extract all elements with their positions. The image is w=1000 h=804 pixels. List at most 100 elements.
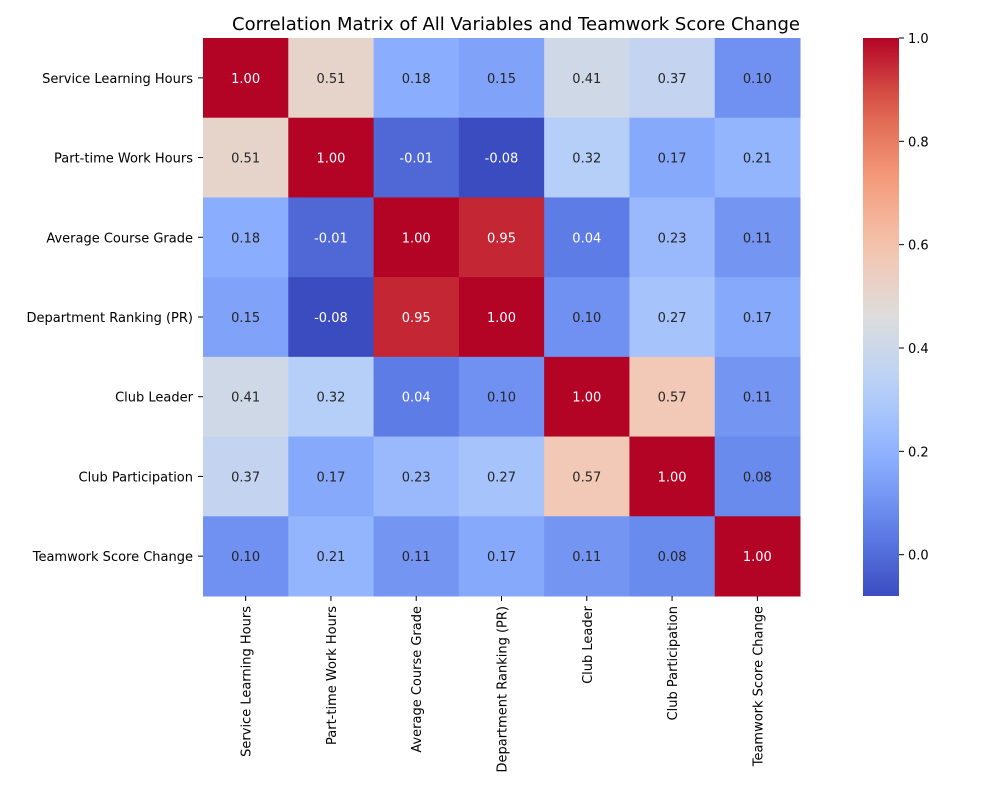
- column-label: Club Leader: [581, 605, 596, 684]
- cell-value-label: 0.10: [231, 550, 260, 565]
- heatmap-cell: [544, 38, 630, 119]
- cell-value-label: 0.21: [743, 152, 772, 167]
- heatmap-cell: [458, 197, 545, 278]
- heatmap-cell: [629, 117, 716, 198]
- cell-value-label: 0.57: [658, 391, 687, 406]
- heatmap-cell: [373, 117, 460, 198]
- heatmap-cell: [629, 197, 716, 278]
- chart-title: Correlation Matrix of All Variables and …: [232, 14, 800, 35]
- cell-value-label: 0.18: [402, 72, 431, 87]
- cell-value-label: 0.17: [316, 470, 345, 485]
- heatmap-cell: [288, 356, 375, 438]
- cell-value-label: 0.15: [231, 311, 260, 326]
- cell-value-label: -0.08: [314, 311, 348, 326]
- cell-value-label: 1.00: [572, 391, 601, 406]
- cell-value-label: 1.00: [231, 72, 260, 87]
- heatmap-cell: [203, 197, 289, 278]
- heatmap-cell: [288, 38, 375, 119]
- cell-value-label: 0.95: [402, 311, 431, 326]
- heatmap-cell: [714, 516, 801, 597]
- cell-value-label: 1.00: [743, 550, 772, 565]
- row-label: Club Participation: [79, 470, 193, 485]
- colorbar-tick-label: 0.6: [908, 239, 929, 254]
- cell-value-label: -0.08: [485, 152, 519, 167]
- colorbar-tick-label: 1.0: [908, 32, 929, 47]
- row-label: Department Ranking (PR): [26, 311, 193, 326]
- cell-value-label: 0.51: [316, 72, 345, 87]
- row-labels: Service Learning Hours Part-time Work Hou…: [26, 72, 203, 565]
- heatmap-cell: [714, 38, 801, 119]
- heatmap-cell: [373, 356, 460, 438]
- heatmap-cell: [203, 356, 289, 438]
- cell-value-label: 0.32: [316, 391, 345, 406]
- cell-value-label: 0.17: [743, 311, 772, 326]
- heatmap-cell: [629, 516, 716, 597]
- heatmap-cell: [714, 277, 801, 358]
- heatmap-cell: [714, 356, 801, 438]
- heatmap-cell: [288, 516, 375, 597]
- row-label: Part-time Work Hours: [54, 152, 193, 167]
- heatmap-cell: [544, 277, 630, 358]
- cell-value-label: 0.10: [572, 311, 601, 326]
- cell-value-label: 0.51: [231, 152, 260, 167]
- row-label: Club Leader: [115, 391, 194, 406]
- column-label: Club Participation: [666, 606, 681, 720]
- cell-value-label: 0.41: [231, 391, 260, 406]
- heatmap-cell: [629, 436, 716, 517]
- colorbar-tick-label: 0.2: [908, 445, 929, 460]
- cell-value-label: 0.57: [572, 470, 601, 485]
- row-label: Service Learning Hours: [42, 72, 193, 87]
- heatmap-cell: [714, 197, 801, 278]
- cell-value-label: 1.00: [316, 152, 345, 167]
- cell-value-label: 0.04: [402, 391, 431, 406]
- cell-value-label: 0.11: [743, 231, 772, 246]
- cell-value-label: 0.23: [658, 231, 687, 246]
- cell-value-label: 0.11: [743, 391, 772, 406]
- column-labels: Service Learning Hours Part-time Work Hou…: [240, 596, 766, 773]
- cell-value-label: 0.23: [402, 470, 431, 485]
- heatmap-cell: [203, 516, 289, 597]
- heatmap-cell: [629, 277, 716, 358]
- cell-value-label: 0.11: [402, 550, 431, 565]
- cell-value-label: -0.01: [314, 231, 348, 246]
- column-label: Part-time Work Hours: [325, 606, 340, 745]
- cell-value-label: 0.41: [572, 72, 601, 87]
- heatmap-cell: [458, 117, 545, 198]
- heatmap-cell: [203, 277, 289, 358]
- cell-value-label: 0.27: [487, 470, 516, 485]
- cell-value-label: 1.00: [487, 311, 516, 326]
- row-label: Teamwork Score Change: [32, 550, 193, 565]
- cell-value-label: 0.95: [487, 231, 516, 246]
- heatmap-cell: [714, 117, 801, 198]
- heatmap-cell: [203, 38, 289, 119]
- cell-value-label: 1.00: [402, 231, 431, 246]
- heatmap-cell: [373, 436, 460, 517]
- cell-value-label: 0.27: [658, 311, 687, 326]
- heatmap-cell: [203, 117, 289, 198]
- heatmap-cell: [288, 277, 375, 358]
- cell-value-label: 1.00: [658, 470, 687, 485]
- heatmap-cell: [288, 117, 375, 198]
- column-label: Average Course Grade: [410, 606, 425, 753]
- cell-value-label: -0.01: [399, 152, 433, 167]
- heatmap-cell: [458, 516, 545, 597]
- cell-value-label: 0.04: [572, 231, 601, 246]
- row-label: Average Course Grade: [46, 231, 193, 246]
- cell-value-label: 0.18: [231, 231, 260, 246]
- heatmap-cell: [544, 436, 630, 517]
- cell-value-label: 0.15: [487, 72, 516, 87]
- cell-value-label: 0.10: [487, 391, 516, 406]
- heatmap-cell: [544, 197, 630, 278]
- heatmap-cell: [288, 436, 375, 517]
- heatmap-cell: [458, 436, 545, 517]
- heatmap-cell: [458, 277, 545, 358]
- heatmap-cell: [629, 38, 716, 119]
- cell-value-label: 0.17: [487, 550, 516, 565]
- column-label: Service Learning Hours: [240, 606, 255, 757]
- cell-value-label: 0.17: [658, 152, 687, 167]
- heatmap-cell: [373, 38, 460, 119]
- heatmap-cell: [373, 516, 460, 597]
- column-label: Department Ranking (PR): [496, 606, 511, 773]
